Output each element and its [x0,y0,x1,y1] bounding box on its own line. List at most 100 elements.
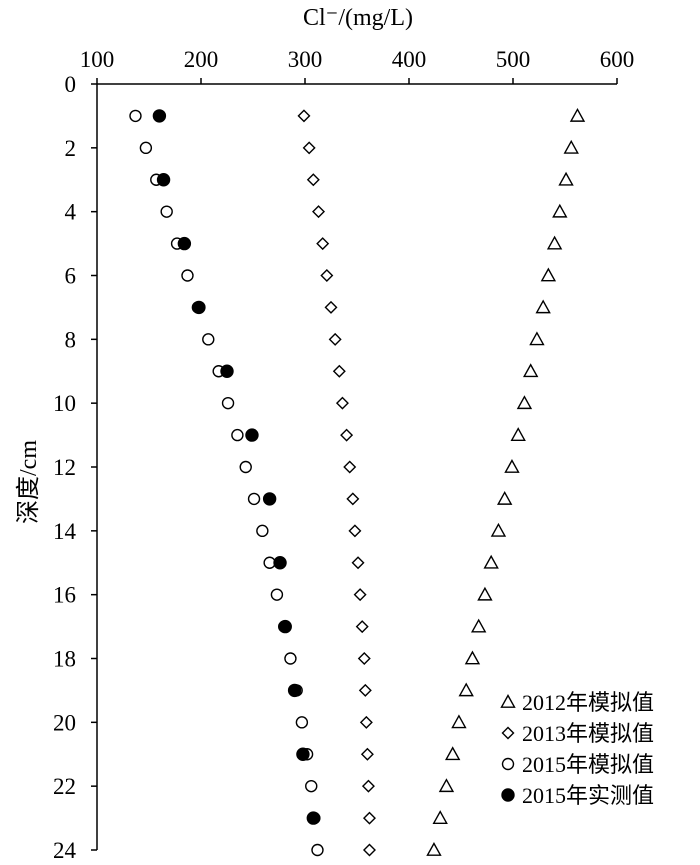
x-tick-label: 300 [288,47,323,72]
data-point [426,842,442,856]
data-point [558,171,574,186]
data-point [297,109,311,123]
legend-marker [501,757,515,771]
data-point [139,141,153,155]
data-point [220,364,234,378]
data-point [311,843,324,857]
data-point [335,396,349,410]
data-point [504,459,520,473]
data-point [516,395,533,410]
data-point [273,556,287,570]
legend-label: 2015年模拟值 [522,752,654,777]
data-point [295,716,309,729]
data-point [312,205,326,219]
x-tick-label: 600 [600,47,635,72]
data-point [496,490,513,505]
data-point [355,620,369,634]
data-point [360,747,374,761]
y-tick-label: 16 [53,583,76,608]
legend-marker [500,694,516,708]
x-tick-label: 100 [80,47,115,72]
data-point [129,109,142,123]
data-point [444,746,461,761]
data-point [296,747,310,761]
data-point [270,588,284,601]
series-1 [426,107,586,856]
data-point [340,428,354,442]
data-point [451,714,467,729]
data-point [278,619,292,634]
data-point [346,492,360,506]
data-point [359,715,373,729]
data-point [284,652,297,665]
data-point [464,650,481,665]
legend: 2012年模拟值 2013年模拟值 2015年模拟值 2015年实测值 [500,690,654,808]
data-point [470,618,487,633]
y-tick-label: 4 [65,200,77,225]
y-tick-label: 10 [53,391,76,416]
y-tick-label: 12 [53,455,76,480]
data-point [181,269,194,282]
series-4 [152,109,321,825]
series-3 [129,109,324,857]
data-point [358,683,372,697]
data-point [160,205,173,218]
legend-label: 2012年模拟值 [522,690,654,715]
x-tick-label: 500 [496,47,531,72]
data-point [535,299,551,314]
data-point [357,652,371,665]
data-point [152,109,167,123]
legend-marker [501,788,515,802]
data-point [353,588,367,602]
data-point [490,522,507,537]
x-tick-label: 200 [184,47,219,72]
data-point [156,173,171,187]
data-point [332,364,346,378]
data-point [529,331,545,346]
series-2 [297,109,376,857]
data-point [438,778,455,793]
data-point [306,811,321,825]
data-point [432,810,448,824]
data-point [305,779,318,793]
data-point [351,556,365,570]
data-point [324,300,338,314]
data-point [563,139,579,154]
data-point [546,235,563,250]
y-tick-label: 0 [65,72,77,97]
data-point [239,460,252,474]
data-point [306,173,320,187]
y-tick-label: 18 [53,647,76,672]
y-tick-label: 2 [65,136,77,161]
data-point [192,300,206,315]
points-layer [129,107,586,857]
data-point [361,779,375,793]
x-tick-label: 400 [392,47,427,72]
data-point [522,363,539,378]
data-point [287,683,302,698]
y-axis-title: 深度/cm [15,440,42,524]
data-point [540,267,557,282]
y-tick-label: 8 [65,327,77,352]
data-point [483,554,499,569]
data-point [221,396,235,410]
data-point [328,332,342,346]
data-point [316,237,330,251]
legend-label: 2015年实测值 [522,783,654,808]
y-tick-label: 22 [53,774,76,799]
data-point [256,524,269,538]
legend-marker [501,726,515,740]
y-tick-label: 24 [53,838,77,860]
data-point [552,203,568,218]
x-axis-title: Cl⁻/(mg/L) [303,5,413,31]
data-point [458,682,474,697]
y-tick-label: 6 [65,264,77,289]
data-point [202,333,215,346]
data-point [262,492,277,506]
data-point [177,236,192,251]
data-point [348,524,362,538]
data-point [362,811,376,825]
